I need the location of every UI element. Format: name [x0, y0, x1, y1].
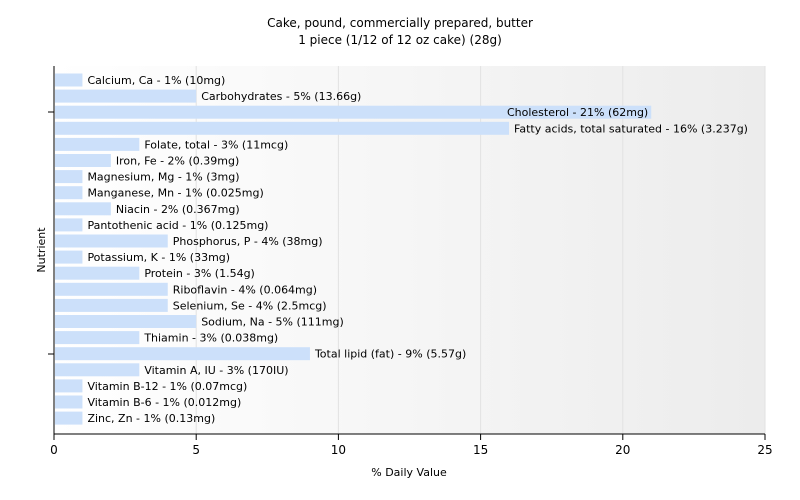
bar	[55, 411, 83, 425]
x-tick-label: 20	[615, 443, 630, 457]
x-tick-label: 0	[50, 443, 58, 457]
bar-data-label: Fatty acids, total saturated - 16% (3.23…	[514, 122, 748, 135]
bar	[55, 379, 83, 393]
bar	[55, 298, 168, 312]
bar-data-label: Niacin - 2% (0.367mg)	[116, 203, 240, 216]
bar	[55, 218, 83, 232]
bar	[55, 282, 168, 296]
bar	[55, 331, 140, 345]
axes	[48, 66, 765, 435]
bar	[55, 363, 140, 377]
bar	[55, 137, 140, 151]
y-axis-title: Nutrient	[35, 227, 48, 273]
bar-data-label: Total lipid (fat) - 9% (5.57g)	[314, 348, 466, 361]
x-tick-label: 5	[192, 443, 200, 457]
bar-data-label: Potassium, K - 1% (33mg)	[87, 251, 230, 264]
plot-background	[54, 66, 765, 434]
bar-data-label: Manganese, Mn - 1% (0.025mg)	[87, 187, 263, 200]
bar	[55, 250, 83, 264]
bar	[55, 347, 310, 361]
bar-data-label: Protein - 3% (1.54g)	[144, 267, 255, 280]
bar-data-label: Iron, Fe - 2% (0.39mg)	[116, 155, 239, 168]
chart-subtitle: 1 piece (1/12 of 12 oz cake) (28g)	[298, 33, 502, 47]
bar-data-label: Magnesium, Mg - 1% (3mg)	[87, 171, 239, 184]
bar	[55, 121, 510, 135]
bar-data-label: Vitamin B-6 - 1% (0.012mg)	[87, 396, 241, 409]
bar-data-label: Zinc, Zn - 1% (0.13mg)	[87, 412, 215, 425]
bar	[55, 266, 140, 280]
x-tick-label: 25	[757, 443, 772, 457]
x-tick-label: 15	[473, 443, 488, 457]
bar-data-label: Folate, total - 3% (11mcg)	[144, 138, 288, 151]
bar-data-label: Cholesterol - 21% (62mg)	[507, 106, 648, 119]
bar-data-label: Vitamin B-12 - 1% (0.07mcg)	[87, 380, 247, 393]
bar	[55, 395, 83, 409]
bar	[55, 73, 83, 87]
x-axis-title: % Daily Value	[371, 466, 447, 479]
bar-data-label: Vitamin A, IU - 3% (170IU)	[144, 364, 288, 377]
bar-data-label: Selenium, Se - 4% (2.5mcg)	[173, 299, 327, 312]
bar-data-label: Sodium, Na - 5% (111mg)	[201, 316, 344, 329]
bar	[55, 89, 197, 103]
bar-data-label: Thiamin - 3% (0.038mg)	[143, 332, 278, 345]
bar-labels: Calcium, Ca - 1% (10mg) Carbohydrates - 5…	[87, 74, 748, 425]
bar	[55, 202, 111, 216]
bar	[55, 170, 83, 184]
bar	[55, 315, 197, 328]
bar-data-label: Carbohydrates - 5% (13.66g)	[201, 90, 361, 103]
bars	[55, 73, 652, 425]
bar	[55, 234, 168, 248]
chart-title: Cake, pound, commercially prepared, butt…	[267, 16, 533, 30]
bar	[55, 186, 83, 200]
x-tick-label: 10	[331, 443, 346, 457]
bar	[55, 105, 652, 119]
bar	[55, 154, 111, 167]
bar-data-label: Riboflavin - 4% (0.064mg)	[173, 283, 317, 296]
x-tick-labels: 0 5 10 15 20 25	[50, 434, 773, 457]
bar-data-label: Pantothenic acid - 1% (0.125mg)	[87, 219, 268, 232]
bar-data-label: Calcium, Ca - 1% (10mg)	[87, 74, 225, 87]
bar-data-label: Phosphorus, P - 4% (38mg)	[173, 235, 323, 248]
